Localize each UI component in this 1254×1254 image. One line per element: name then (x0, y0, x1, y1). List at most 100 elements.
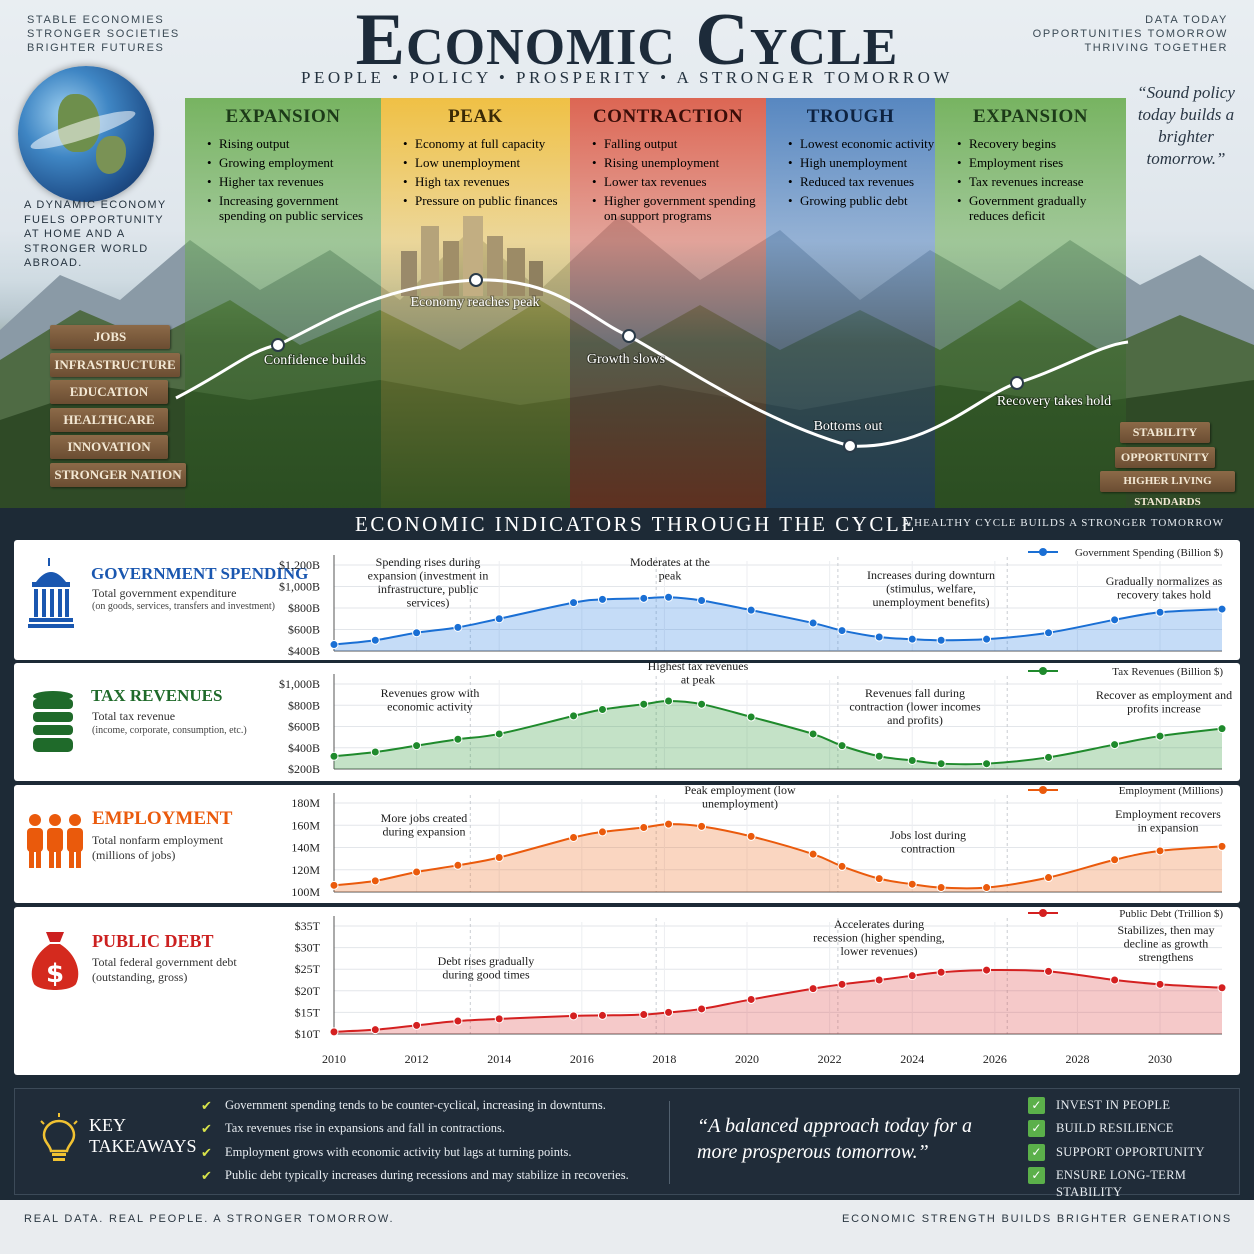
cycle-point (843, 439, 857, 453)
corner-left-text: STABLE ECONOMIES STRONGER SOCIETIES BRIG… (27, 13, 180, 55)
takeaway-text: Government spending tends to be counter-… (225, 1098, 606, 1112)
phase-bullet: Growing public debt (788, 193, 935, 208)
page-title: Economic Cycle (355, 0, 899, 81)
takeaways-quote: “A balanced approach today for a more pr… (697, 1115, 972, 1163)
signpost-right: STABILITY OPPORTUNITY HIGHER LIVING STAN… (1100, 422, 1235, 508)
phase-bullet: Rising output (207, 136, 381, 151)
takeaway-text: Tax revenues rise in expansions and fall… (225, 1121, 505, 1136)
money-bag-icon: $ (31, 932, 79, 990)
globe-icon (18, 66, 154, 202)
cycle-point (469, 273, 483, 287)
checklist-item: ✓ INVEST IN PEOPLE (1028, 1097, 1239, 1114)
takeaway-item: ✔ Tax revenues rise in expansions and fal… (201, 1120, 629, 1137)
sign-opportunity: OPPORTUNITY (1115, 446, 1215, 468)
cycle-label: Growth slows (587, 352, 665, 367)
sign-infrastructure: INFRASTRUCTURE (50, 352, 180, 377)
footer-right-text: ECONOMIC STRENGTH BUILDS BRIGHTER GENERA… (841, 1213, 1232, 1225)
phase-bullet: High tax revenues (403, 174, 570, 189)
takeaway-text: Public debt typically increases during r… (225, 1168, 629, 1183)
cycle-label: Bottoms out (814, 419, 883, 434)
phase-bullet: Economy at full capacity (403, 136, 570, 151)
checklist-text: SUPPORT OPPORTUNITY (1056, 1144, 1205, 1159)
key-takeaways-label: KEY TAKEAWAYS (89, 1115, 196, 1157)
takeaways-section: KEY TAKEAWAYS ✔ Government spending tends… (14, 1088, 1240, 1199)
cycle-point (271, 338, 285, 352)
takeaway-item: ✔ Public debt typically increases during … (201, 1167, 629, 1184)
sign-innovation: INNOVATION (50, 435, 168, 459)
debt-sub: Total federal government debt (92, 955, 237, 969)
phase-bullet: Rising unemployment (592, 155, 766, 170)
phase-peak: PEAK Economy at full capacity Low unempl… (381, 98, 570, 508)
phase-bullet: Higher government spending on support pr… (592, 193, 766, 223)
takeaway-item: ✔ Employment grows with economic activity… (201, 1144, 629, 1161)
phase-contraction: CONTRACTION Falling output Rising unempl… (570, 98, 766, 508)
checklist-item: ✓ BUILD RESILIENCE (1028, 1120, 1239, 1138)
indicators-tagline: A HEALTHY CYCLE BUILDS A STRONGER TOMORR… (902, 517, 1224, 529)
people-group-icon (27, 814, 83, 868)
checklist-text: BUILD RESILIENCE (1056, 1121, 1174, 1136)
sign-higher-living-standards: HIGHER LIVING STANDARDS (1100, 471, 1235, 508)
phase-title: PEAK (448, 106, 503, 127)
phase-bullet: Employment rises (957, 155, 1126, 170)
page-subtitle: PEOPLE • POLICY • PROSPERITY • A STRONGE… (301, 68, 953, 87)
kt-label-line: KEY (89, 1115, 126, 1135)
debt-sub2: (outstanding, gross) (92, 970, 188, 984)
phase-bullet: Recovery begins (957, 136, 1126, 151)
takeaway-item: ✔ Government spending tends to be counter… (201, 1097, 629, 1114)
phase-bullet: Increasing government spending on public… (207, 193, 381, 223)
sign-stability: STABILITY (1120, 422, 1210, 443)
phase-title: EXPANSION (225, 106, 341, 127)
phase-expansion-2: EXPANSION Recovery begins Employment ris… (935, 98, 1126, 508)
phase-bullet: Government gradually reduces deficit (957, 193, 1126, 223)
checklist-item: ✓ ENSURE LONG-TERM STABILITY (1028, 1167, 1239, 1201)
takeaways-checklist: ✓ INVEST IN PEOPLE ✓ BUILD RESILIENCE ✓ SUP… (1028, 1097, 1239, 1208)
phase-title: EXPANSION (973, 106, 1088, 127)
checkbox-icon: ✓ (1028, 1097, 1045, 1114)
corner-left-line: BRIGHTER FUTURES (27, 42, 165, 54)
phase-expansion: EXPANSION Rising output Growing employme… (185, 98, 381, 508)
coins-stack-icon (33, 691, 73, 752)
panel-tax (14, 663, 1240, 781)
corner-left-line: STABLE ECONOMIES (27, 14, 165, 26)
debt-title: PUBLIC DEBT (92, 931, 214, 951)
phase-bullet: Falling output (592, 136, 766, 151)
spending-title: GOVERNMENT SPENDING (91, 564, 309, 583)
phase-bullet: Lowest economic activity (788, 136, 935, 151)
blurb-line: ABROAD. (24, 257, 83, 269)
cycle-label: Recovery takes hold (997, 394, 1111, 409)
corner-left-line: STRONGER SOCIETIES (27, 28, 180, 40)
tax-sub: Total tax revenue (92, 709, 176, 723)
checkbox-icon: ✓ (1028, 1143, 1045, 1161)
tax-title: TAX REVENUES (91, 686, 223, 705)
header-quote: “Sound policy today builds a brighter to… (1137, 83, 1235, 168)
takeaways-list: ✔ Government spending tends to be counter… (201, 1097, 629, 1191)
corner-right-line: OPPORTUNITIES TOMORROW (1032, 28, 1228, 40)
employment-title: EMPLOYMENT (92, 808, 233, 829)
phase-bullet: High unemployment (788, 155, 935, 170)
takeaway-text: Employment grows with economic activity … (225, 1144, 572, 1159)
lightbulb-icon (40, 1113, 78, 1161)
corner-right-text: DATA TODAY OPPORTUNITIES TOMORROW THRIVI… (1033, 13, 1228, 55)
kt-label-line: TAKEAWAYS (89, 1136, 197, 1156)
employment-sub2: (millions of jobs) (92, 848, 176, 862)
divider (669, 1101, 670, 1184)
employment-sub: Total nonfarm employment (92, 833, 224, 847)
checklist-item: ✓ SUPPORT OPPORTUNITY (1028, 1143, 1239, 1161)
checklist-text: ENSURE LONG-TERM STABILITY (1056, 1168, 1187, 1200)
phase-bullet: Low unemployment (403, 155, 570, 170)
sign-healthcare: HEALTHCARE (50, 407, 168, 432)
phase-bullet: Growing employment (207, 155, 381, 170)
blurb-line: AT HOME AND A (24, 228, 126, 240)
sign-education: EDUCATION (50, 380, 168, 404)
blurb-line: A DYNAMIC ECONOMY (24, 199, 167, 211)
phase-bullet: Higher tax revenues (207, 174, 381, 189)
check-icon: ✔ (201, 1169, 212, 1185)
checkbox-icon: ✓ (1028, 1120, 1045, 1138)
blurb-line: FUELS OPPORTUNITY (24, 213, 164, 226)
blurb-line: STRONGER WORLD (24, 242, 149, 255)
corner-right-line: DATA TODAY (1145, 14, 1228, 26)
svg-text:$: $ (46, 959, 64, 989)
cycle-point (1010, 376, 1024, 390)
check-icon: ✔ (201, 1099, 212, 1114)
cycle-curve: Confidence builds Economy reaches peak G… (175, 273, 1129, 453)
